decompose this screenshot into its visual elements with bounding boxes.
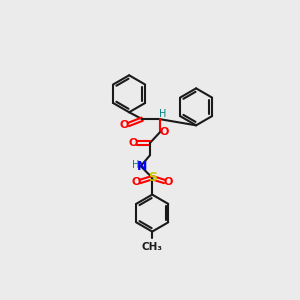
Text: O: O xyxy=(164,176,173,187)
Text: O: O xyxy=(131,176,141,187)
Text: H: H xyxy=(159,109,167,119)
Text: CH₃: CH₃ xyxy=(142,242,163,252)
Text: S: S xyxy=(148,171,157,184)
Text: O: O xyxy=(128,138,138,148)
Text: H: H xyxy=(132,160,139,170)
Text: O: O xyxy=(159,127,168,137)
Text: O: O xyxy=(120,119,129,130)
Text: N: N xyxy=(137,160,147,172)
